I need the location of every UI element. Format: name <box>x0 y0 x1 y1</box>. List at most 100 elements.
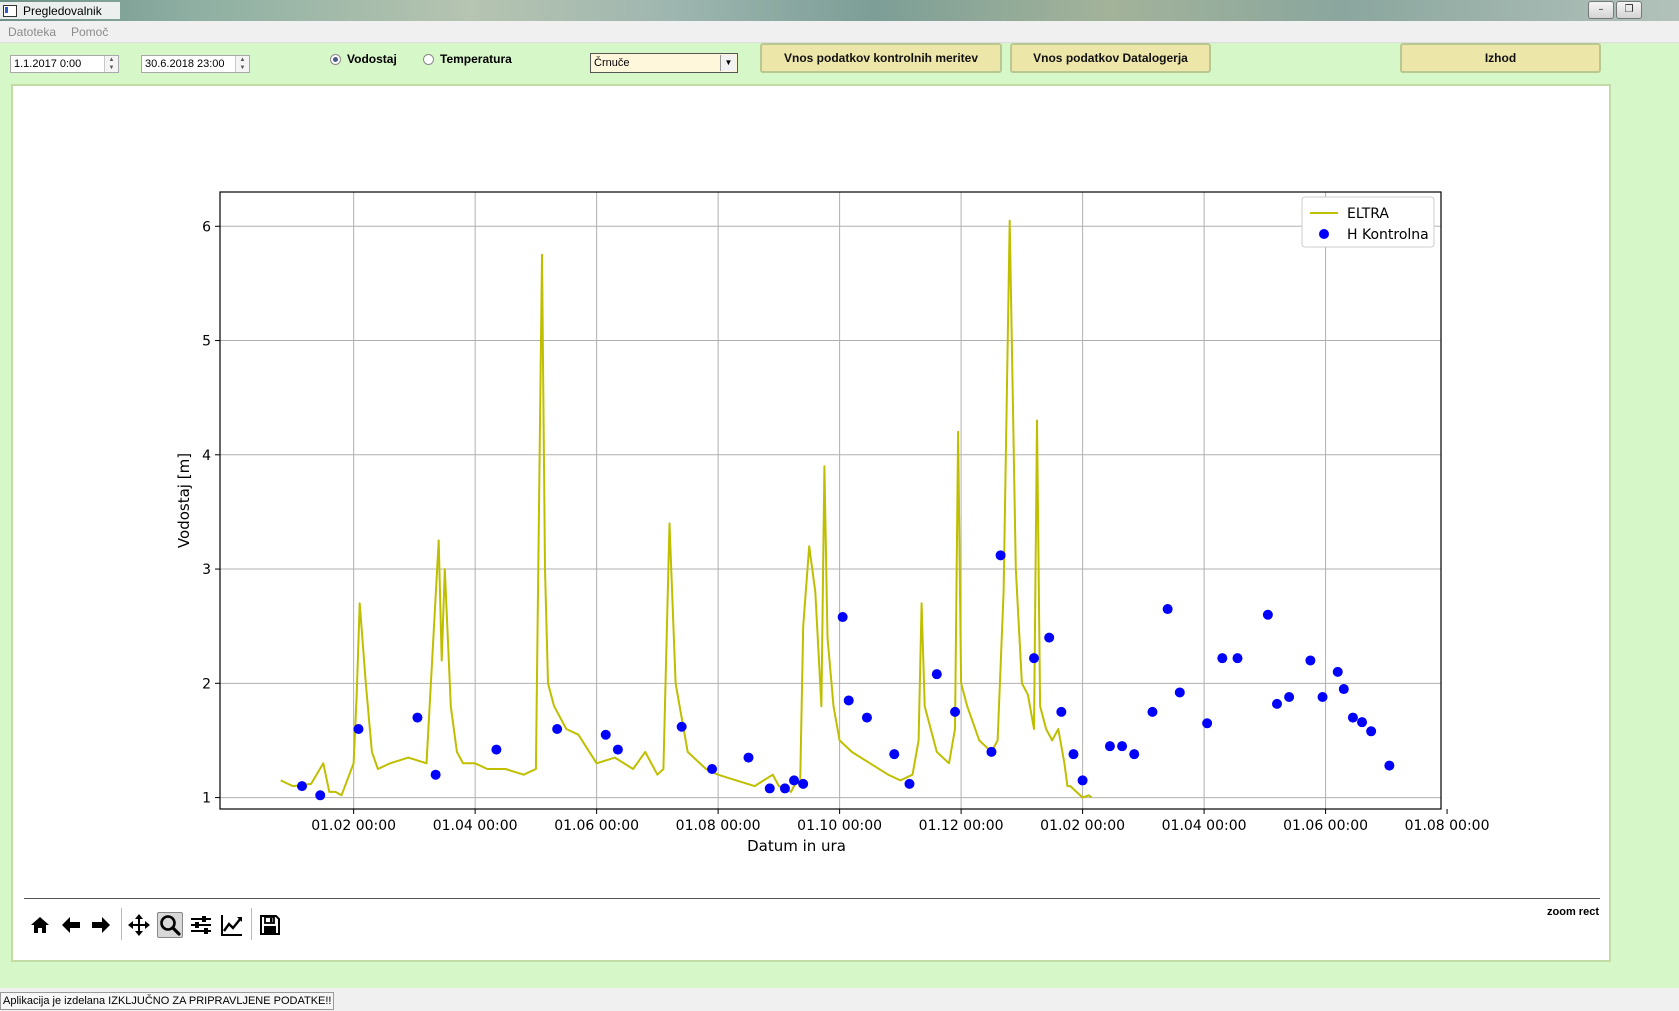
data-point <box>995 550 1006 561</box>
chart[interactable]: 01.02 00:00 01.04 00:00 01.06 00:00 01.08 0… <box>13 86 1609 894</box>
data-point <box>931 669 942 680</box>
station-value: Črnuče <box>594 57 630 69</box>
control-measurements-button[interactable]: Vnos podatkov kontrolnih meritev <box>760 43 1002 73</box>
data-point <box>1202 718 1213 729</box>
status-text: Aplikacija je izdelana IZKLJUČNO ZA PRIP… <box>0 992 335 1010</box>
data-point <box>1317 692 1328 703</box>
data-point <box>1366 726 1377 737</box>
data-point <box>552 724 563 735</box>
y-axis-label: Vodostaj [m] <box>175 453 193 548</box>
date-from-spinner[interactable]: ▲ ▼ <box>104 56 118 72</box>
x-axis-label: Datum in ura <box>747 837 846 855</box>
app-icon <box>3 4 17 17</box>
datalogger-button[interactable]: Vnos podatkov Datalogerja <box>1010 43 1211 73</box>
date-to-spinner[interactable]: ▲ ▼ <box>235 56 249 72</box>
data-point <box>353 724 364 735</box>
station-select[interactable]: Črnuče ▼ <box>590 53 738 73</box>
date-from-value: 1.1.2017 0:00 <box>14 58 82 70</box>
radio-vodostaj-label: Vodostaj <box>347 52 397 66</box>
radio-vodostaj[interactable]: Vodostaj <box>330 52 397 66</box>
menu-pomoc[interactable]: Pomoč <box>71 25 109 39</box>
date-to-input[interactable]: 30.6.2018 23:00 ▲ ▼ <box>141 55 250 73</box>
spin-down-icon[interactable]: ▼ <box>108 65 115 71</box>
data-point <box>798 778 809 789</box>
date-to-value: 30.6.2018 23:00 <box>145 58 225 70</box>
x-tick-label: 01.06 00:00 <box>1283 818 1368 834</box>
data-point <box>315 790 326 801</box>
spin-down-icon[interactable]: ▼ <box>239 65 246 71</box>
chevron-down-icon[interactable]: ▼ <box>720 55 736 71</box>
spin-up-icon[interactable]: ▲ <box>239 57 246 63</box>
data-point <box>1129 749 1140 760</box>
data-point <box>1162 604 1173 615</box>
data-point <box>1384 760 1395 771</box>
radio-checked-icon[interactable] <box>330 53 341 65</box>
legend-label: H Kontrolna <box>1347 227 1429 243</box>
data-point <box>779 783 790 794</box>
data-point <box>1044 632 1055 643</box>
data-point <box>1068 749 1079 760</box>
forward-icon[interactable] <box>88 912 114 938</box>
radio-unchecked-icon[interactable] <box>423 53 434 65</box>
data-point <box>789 775 800 786</box>
data-point <box>1217 653 1228 664</box>
data-point <box>1357 717 1368 728</box>
x-tick-label: 01.10 00:00 <box>797 818 882 834</box>
toolbar-separator <box>251 908 252 940</box>
legend-label: ELTRA <box>1347 206 1389 222</box>
x-tick-label: 01.08 00:00 <box>676 818 761 834</box>
radio-temperatura[interactable]: Temperatura <box>423 52 512 66</box>
plot-panel: 01.02 00:00 01.04 00:00 01.06 00:00 01.08 0… <box>11 84 1611 962</box>
data-point <box>904 778 915 789</box>
data-point <box>1332 666 1343 677</box>
title-box: Pregledovalnik <box>0 2 120 19</box>
data-point <box>1232 653 1243 664</box>
menu-datoteka[interactable]: Datoteka <box>8 25 57 39</box>
x-tick-label: 01.04 00:00 <box>1162 818 1247 834</box>
edit-axis-icon[interactable] <box>219 912 245 938</box>
x-tick-label: 01.04 00:00 <box>433 818 518 834</box>
data-point <box>1271 698 1282 709</box>
data-point <box>889 749 900 760</box>
data-point <box>1117 741 1128 752</box>
data-point <box>1347 712 1358 723</box>
back-icon[interactable] <box>58 912 84 938</box>
y-tick-label: 2 <box>202 676 211 692</box>
date-from-input[interactable]: 1.1.2017 0:00 ▲ ▼ <box>10 55 119 73</box>
exit-button[interactable]: Izhod <box>1400 43 1601 73</box>
minimize-icon[interactable]: – <box>1588 1 1614 19</box>
spin-up-icon[interactable]: ▲ <box>108 57 115 63</box>
data-point <box>1077 775 1088 786</box>
y-tick-label: 1 <box>202 791 211 807</box>
x-tick-label: 01.02 00:00 <box>311 818 396 834</box>
zoom-icon[interactable] <box>157 912 183 938</box>
legend-box <box>1301 196 1435 248</box>
data-point <box>1104 741 1115 752</box>
data-point <box>743 752 754 763</box>
menu-bar: Datoteka Pomoč <box>0 21 1679 43</box>
data-point <box>430 769 441 780</box>
x-tick-label: 01.08 00:00 <box>1405 818 1490 834</box>
plot-frame <box>219 191 1442 810</box>
y-tick-label: 5 <box>202 334 211 350</box>
data-point <box>707 764 718 775</box>
configure-icon[interactable] <box>188 912 214 938</box>
series-line-eltra <box>280 219 1093 799</box>
data-point <box>297 781 308 792</box>
window-controls: – ❐ <box>1588 1 1642 19</box>
data-point <box>986 746 997 757</box>
data-point <box>412 712 423 723</box>
radio-temperatura-label: Temperatura <box>440 52 512 66</box>
title-bar: Pregledovalnik – ❐ <box>0 0 1679 21</box>
x-tick-label: 01.12 00:00 <box>919 818 1004 834</box>
status-bar: Aplikacija je izdelana IZKLJUČNO ZA PRIP… <box>0 988 1679 1011</box>
pan-icon[interactable] <box>126 912 152 938</box>
restore-icon[interactable]: ❐ <box>1616 1 1642 19</box>
data-point <box>861 712 872 723</box>
data-point <box>612 744 623 755</box>
data-point <box>1305 655 1316 666</box>
home-icon[interactable] <box>27 912 53 938</box>
y-tick-label: 6 <box>202 219 211 235</box>
save-icon[interactable] <box>257 912 283 938</box>
y-tick-label: 4 <box>202 448 211 464</box>
